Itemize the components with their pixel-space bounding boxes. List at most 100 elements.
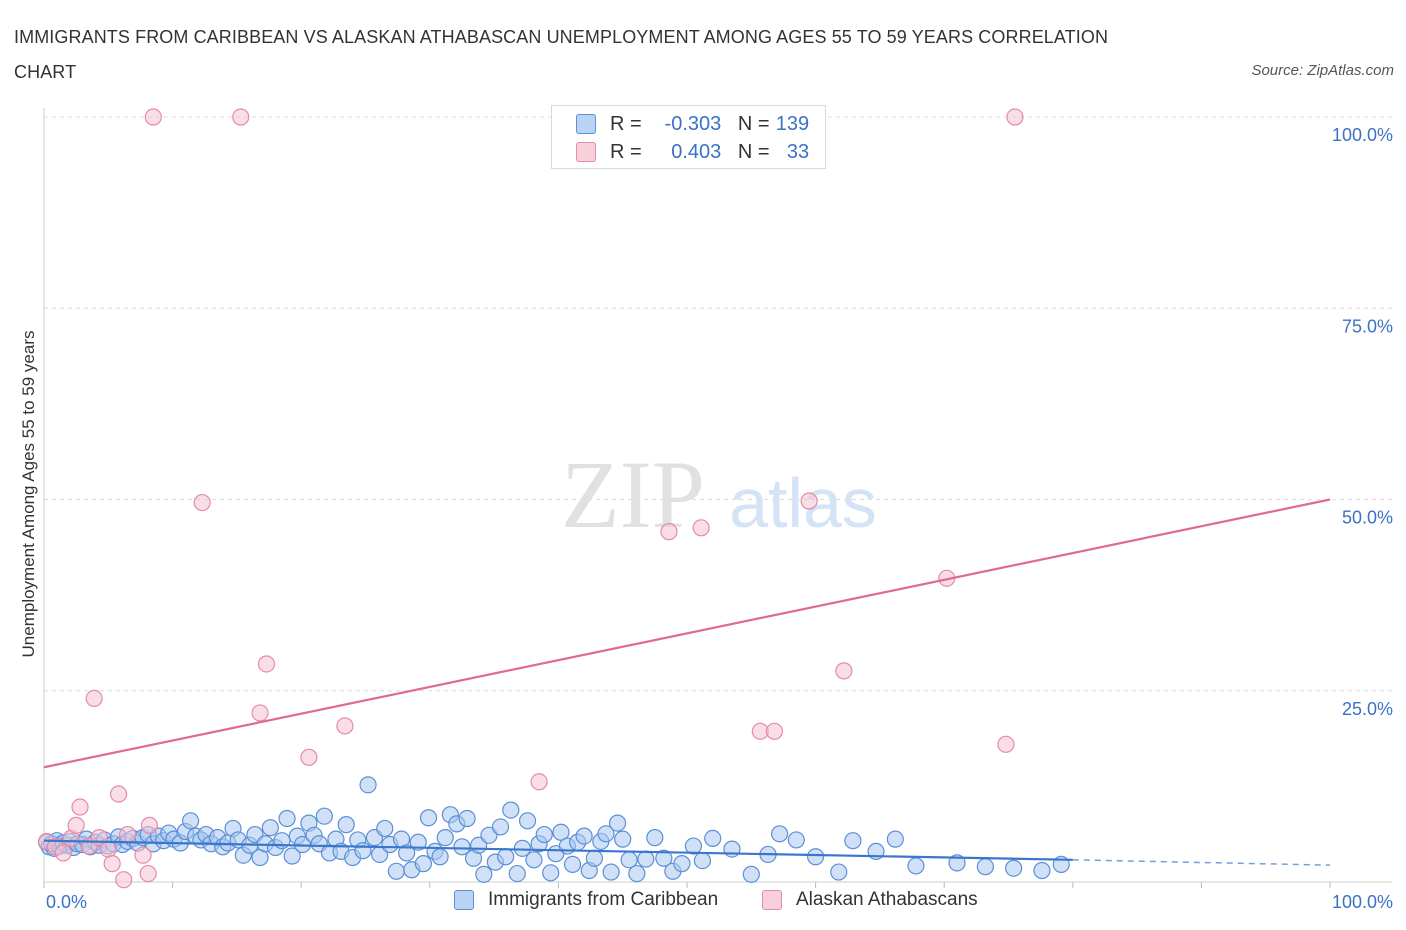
scatter-point-athabascan — [118, 825, 137, 844]
scatter-point-caribbean — [684, 837, 703, 855]
scatter-point-athabascan — [232, 108, 250, 126]
scatter-point-athabascan — [193, 493, 211, 512]
scatter-point-athabascan — [54, 844, 72, 862]
scatter-point-caribbean — [480, 826, 498, 844]
legend-r-value: 0.403 — [671, 140, 722, 163]
scatter-point-caribbean — [419, 809, 438, 827]
trend-line-athabascan — [43, 498, 1331, 769]
scatter-point-athabascan — [144, 108, 162, 126]
source-credit: Source: ZipAtlas.com — [1251, 62, 1394, 79]
legend-n-value: 139 — [775, 112, 810, 135]
scatter-point-caribbean — [948, 854, 966, 872]
scatter-point-caribbean — [1005, 859, 1023, 877]
y-axis-label: Unemployment Among Ages 55 to 59 years — [19, 331, 38, 658]
scatter-point-athabascan — [300, 748, 318, 766]
scatter-point-athabascan — [692, 519, 710, 537]
scatter-point-athabascan — [257, 655, 276, 673]
scatter-point-athabascan — [71, 798, 89, 816]
y-tick-label: 100.0% — [1332, 125, 1393, 145]
scatter-point-caribbean — [525, 851, 543, 869]
scatter-point-caribbean — [673, 855, 691, 873]
legend-r-label: R = — [610, 112, 642, 135]
scatter-point-caribbean — [414, 855, 432, 873]
scatter-point-athabascan — [800, 492, 818, 510]
legend-item-athabascan[interactable]: Alaskan Athabascans — [762, 889, 978, 911]
legend-n-label: N = — [737, 112, 770, 135]
scatter-point-caribbean — [542, 864, 560, 882]
scatter-point-athabascan — [835, 662, 853, 680]
scatter-point-caribbean — [886, 830, 904, 848]
scatter-point-caribbean — [436, 829, 454, 847]
series-caribbean-points — [37, 776, 1070, 883]
scatter-point-athabascan — [530, 773, 548, 791]
scatter-point-caribbean — [337, 816, 355, 834]
scatter-point-caribbean — [552, 823, 570, 841]
scatter-point-caribbean — [742, 865, 760, 883]
scatter-point-athabascan — [1006, 108, 1024, 126]
scatter-point-caribbean — [704, 829, 722, 847]
scatter-point-caribbean — [283, 847, 301, 865]
scatter-point-caribbean — [398, 844, 416, 862]
series-athabascan-points — [37, 108, 1024, 889]
scatter-point-caribbean — [907, 857, 925, 875]
x-tick-label: 0.0% — [46, 892, 87, 912]
scatter-point-caribbean — [387, 862, 405, 880]
scatter-point-athabascan — [99, 840, 117, 858]
scatter-point-athabascan — [139, 864, 157, 883]
scatter-point-athabascan — [660, 523, 678, 541]
scatter-point-athabascan — [67, 816, 85, 834]
scatter-point-athabascan — [140, 816, 159, 834]
legend-r-label: R = — [610, 140, 642, 163]
scatter-point-caribbean — [475, 865, 493, 883]
scatter-point-caribbean — [830, 863, 848, 881]
scatter-point-caribbean — [409, 833, 427, 851]
y-tick-label: 25.0% — [1342, 699, 1393, 719]
watermark-zip: ZIP — [561, 441, 705, 548]
scatter-point-caribbean — [261, 819, 279, 837]
scatter-point-caribbean — [806, 848, 825, 866]
scatter-point-athabascan — [115, 871, 133, 889]
scatter-point-caribbean — [646, 829, 664, 847]
y-tick-label: 50.0% — [1342, 508, 1393, 528]
series-legend: Immigrants from Caribbean Alaskan Athaba… — [0, 889, 1406, 915]
scatter-point-caribbean — [497, 848, 515, 866]
scatter-point-caribbean — [723, 840, 741, 858]
scatter-point-caribbean — [1033, 861, 1051, 880]
scatter-point-athabascan — [109, 785, 128, 803]
watermark: ZIP atlas — [561, 441, 877, 548]
gridlines — [44, 116, 1392, 692]
legend-item-caribbean[interactable]: Immigrants from Caribbean — [454, 889, 718, 911]
chart-title: IMMIGRANTS FROM CARIBBEAN VS ALASKAN ATH… — [14, 27, 1109, 82]
scatter-point-caribbean — [655, 849, 673, 867]
scatter-point-caribbean — [535, 825, 553, 844]
scatter-point-caribbean — [976, 858, 994, 876]
scatter-point-athabascan — [997, 735, 1015, 753]
scatter-point-athabascan — [134, 846, 152, 864]
scatter-point-athabascan — [103, 855, 121, 873]
scatter-point-caribbean — [628, 864, 646, 883]
legend-swatch-pink — [576, 142, 596, 162]
scatter-point-caribbean — [458, 809, 476, 828]
legend-row-athabascan: R = 0.403 N = 33 — [576, 138, 809, 166]
scatter-point-caribbean — [354, 842, 372, 860]
scatter-point-caribbean — [518, 812, 537, 830]
scatter-point-caribbean — [359, 776, 377, 794]
trend-line-caribbean-extension — [1072, 859, 1331, 866]
scatter-point-caribbean — [602, 863, 620, 881]
scatter-point-caribbean — [787, 831, 805, 849]
legend-r-value: -0.303 — [664, 112, 722, 135]
scatter-point-caribbean — [614, 830, 632, 848]
legend-n-label: N = — [737, 140, 770, 163]
legend-n-value: 33 — [786, 140, 810, 163]
scatter-point-caribbean — [278, 809, 296, 828]
scatter-point-athabascan — [85, 689, 103, 708]
legend-swatch-blue — [454, 890, 474, 910]
axes — [43, 108, 1392, 888]
scatter-point-caribbean — [585, 849, 604, 867]
x-tick-labels: 0.0% 100.0% — [46, 892, 1393, 912]
scatter-point-athabascan — [251, 704, 269, 722]
trend-line-caribbean — [43, 839, 1073, 861]
scatter-point-caribbean — [608, 814, 627, 832]
scatter-point-caribbean — [315, 807, 333, 825]
